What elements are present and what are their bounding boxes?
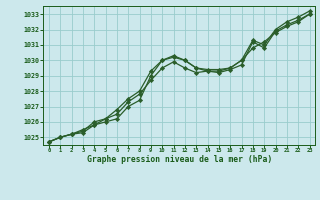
X-axis label: Graphe pression niveau de la mer (hPa): Graphe pression niveau de la mer (hPa) bbox=[87, 155, 272, 164]
